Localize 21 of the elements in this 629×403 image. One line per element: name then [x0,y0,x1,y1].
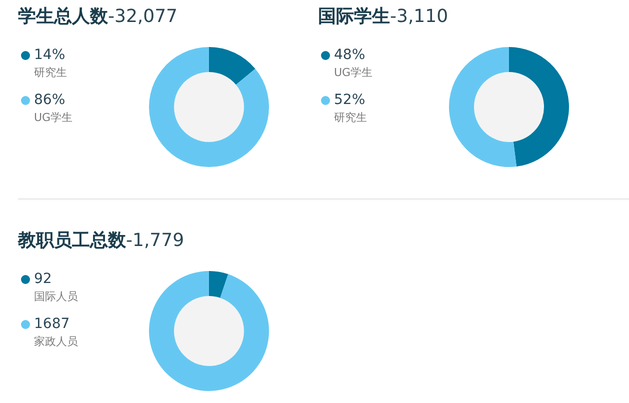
legend-label: 国际人员 [34,290,78,303]
legend-label: UG学生 [34,111,73,124]
data-label: 52% [334,92,366,108]
donut-slice [449,47,517,167]
chart-title: 国际学生-3,110 [318,6,448,27]
data-label: 86% [34,92,66,108]
donut-slice [509,47,569,167]
donut-slice [149,271,269,391]
donut-slice [209,47,256,85]
donut-slice [149,47,269,167]
chart-title: 教职员工总数-1,779 [18,230,184,251]
data-label: 48% [334,47,366,63]
legend-label: 研究生 [34,66,67,79]
donut-slice [209,271,228,298]
chart-title: 学生总人数-32,077 [18,6,178,27]
legend-label: 研究生 [334,111,367,124]
legend-label: 家政人员 [34,335,78,348]
data-label: 92 [34,271,52,287]
data-label: 1687 [34,316,70,332]
legend-label: UG学生 [334,66,373,79]
data-label: 14% [34,47,66,63]
